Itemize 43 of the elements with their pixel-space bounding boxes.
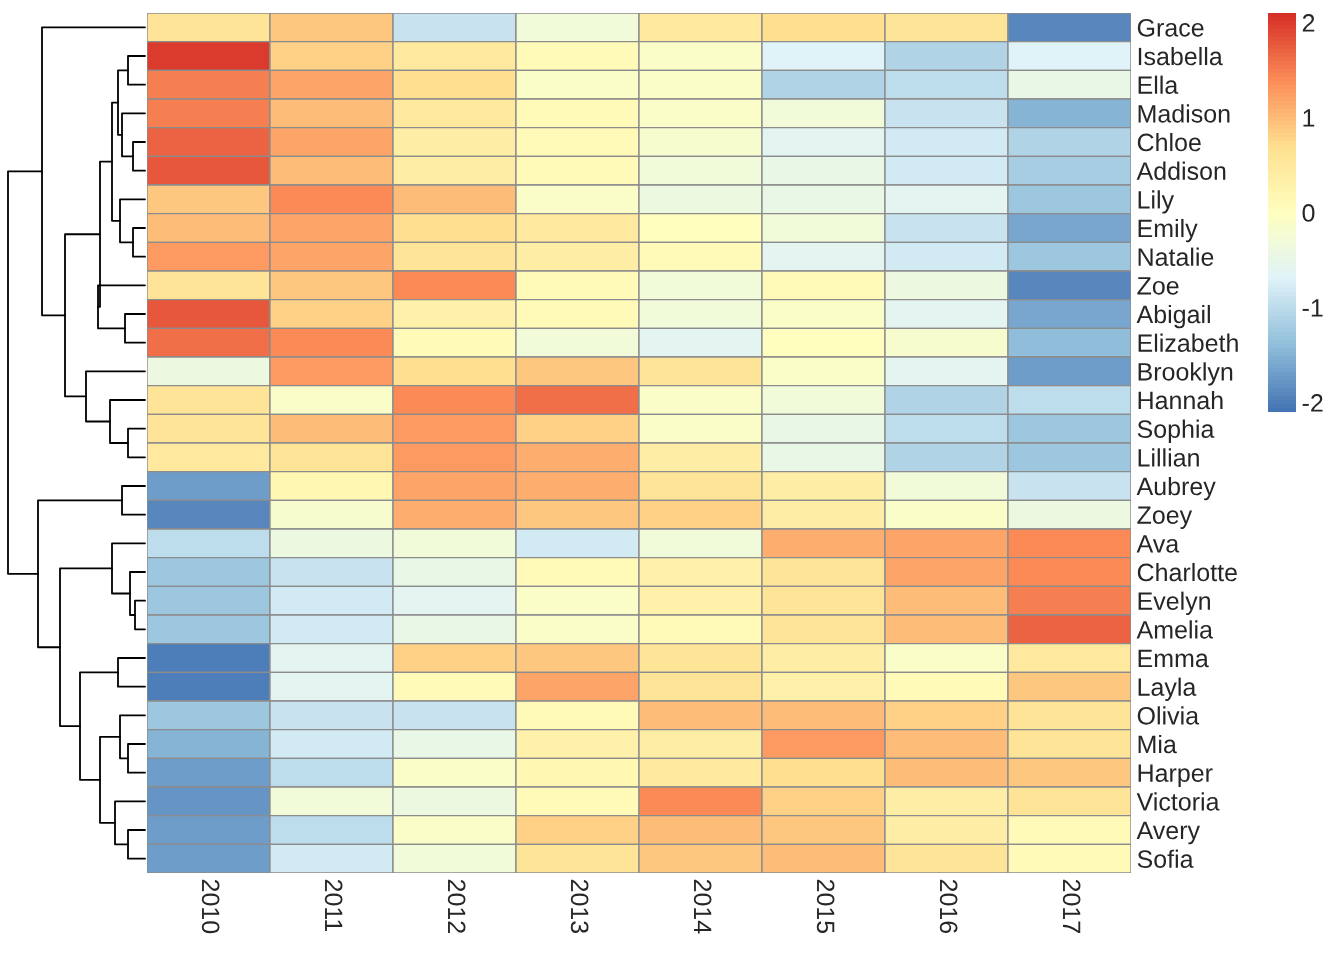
y-tick-label: Harper <box>1138 764 1213 787</box>
y-tick-label: Chloe <box>1137 132 1201 152</box>
y-tick-label: Isabella <box>1138 46 1223 66</box>
y-tick-label: Mia <box>1138 734 1177 754</box>
y-tick-label: Zoey <box>1137 506 1193 529</box>
y-tick-label: Emma <box>1138 649 1209 668</box>
y-tick-label: Sophia <box>1137 419 1215 443</box>
y-tick-label: Charlotte <box>1137 562 1237 582</box>
y-tick-label: Avery <box>1136 821 1200 845</box>
x-tick-label: 2015 <box>816 879 835 934</box>
y-tick-label: Lillian <box>1138 448 1199 467</box>
color-bar-label: 1 <box>1303 109 1315 127</box>
x-tick-label: 2011 <box>324 879 343 932</box>
color-bar-label: 0 <box>1302 204 1315 222</box>
y-tick-label: Olivia <box>1137 706 1200 725</box>
y-tick-label: Victoria <box>1136 792 1220 811</box>
y-tick-label: Madison <box>1138 104 1230 123</box>
y-tick-label: Natalie <box>1138 247 1214 266</box>
y-tick-label: Aubrey <box>1136 476 1216 501</box>
x-tick-label: 2013 <box>570 879 589 934</box>
y-tick-label: Layla <box>1138 677 1197 701</box>
y-tick-label: Emily <box>1138 218 1198 243</box>
y-tick-label: Evelyn <box>1138 591 1210 615</box>
y-tick-label: Brooklyn <box>1138 362 1233 386</box>
x-tick-label: 2012 <box>447 879 466 933</box>
y-tick-label: Zoe <box>1137 277 1179 295</box>
x-tick-label: 2014 <box>693 879 712 934</box>
x-tick-label: 2010 <box>201 879 220 934</box>
y-tick-label: Elizabeth <box>1138 333 1238 352</box>
y-tick-label: Sofia <box>1137 849 1194 868</box>
y-tick-label: Grace <box>1137 18 1204 37</box>
y-tick-label: Ella <box>1138 75 1179 94</box>
x-tick-label: 2016 <box>939 879 958 934</box>
color-bar-label: -1 <box>1302 299 1323 317</box>
y-tick-label: Amelia <box>1136 620 1213 639</box>
y-tick-label: Ava <box>1136 535 1180 553</box>
color-bar-label: 2 <box>1302 14 1315 32</box>
color-bar-label: -2 <box>1302 394 1323 412</box>
y-tick-label: Abigail <box>1136 304 1210 329</box>
y-tick-label: Addison <box>1136 161 1226 180</box>
y-tick-label: Lily <box>1138 190 1175 214</box>
x-tick-label: 2017 <box>1062 879 1081 933</box>
y-tick-label: Hannah <box>1138 390 1223 410</box>
